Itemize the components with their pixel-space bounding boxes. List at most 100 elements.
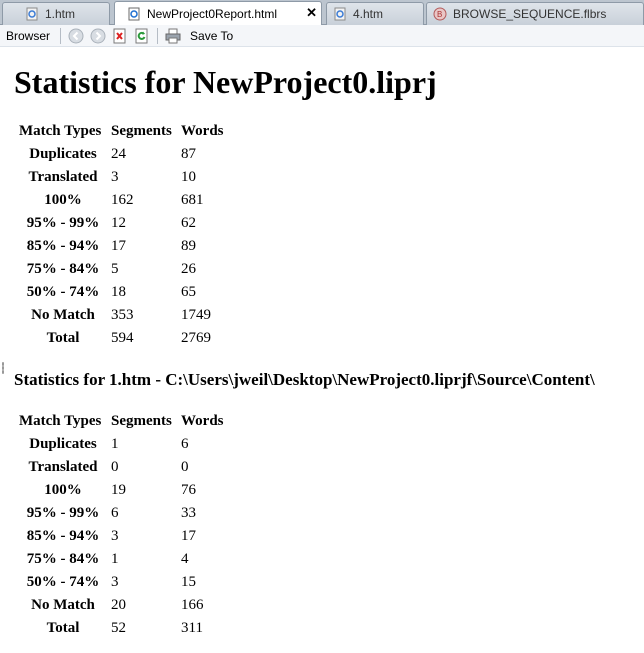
match-type-cell: 75% - 84%	[26, 261, 100, 277]
table-row: Total 594 2769	[18, 327, 232, 350]
match-type-cell: Duplicates	[29, 436, 97, 452]
forward-arrow-icon	[90, 28, 106, 43]
words-cell: 1749	[181, 307, 211, 323]
table-row: 85% - 94% 3 17	[18, 525, 232, 548]
table-row: No Match 20 166	[18, 594, 232, 617]
match-type-cell: Total	[46, 620, 80, 636]
tab-4-htm[interactable]: 4.htm	[326, 2, 424, 25]
segments-cell: 18	[111, 284, 126, 300]
svg-text:B: B	[437, 10, 442, 19]
toolbar-separator	[157, 27, 159, 44]
match-type-cell: No Match	[31, 307, 95, 323]
words-cell: 4	[181, 551, 189, 567]
tab-label: NewProject0Report.html	[147, 7, 278, 21]
refresh-button[interactable]	[134, 28, 150, 44]
table-row: Duplicates 24 87	[18, 143, 232, 166]
match-type-cell: 100%	[44, 192, 82, 208]
table-row: 100% 19 76	[18, 479, 232, 502]
tab-label: 4.htm	[353, 7, 384, 21]
tab-label: BROWSE_SEQUENCE.flbrs	[453, 7, 607, 21]
table-row: 95% - 99% 12 62	[18, 212, 232, 235]
report-content: Statistics for NewProject0.liprj Match T…	[0, 48, 644, 653]
words-cell: 0	[181, 459, 189, 475]
stop-button[interactable]	[112, 28, 128, 44]
html-document-icon	[334, 7, 346, 21]
table-row: Total 52 311	[18, 617, 232, 640]
match-type-cell: 85% - 94%	[26, 528, 100, 544]
segments-cell: 12	[111, 215, 126, 231]
words-cell: 2769	[181, 330, 211, 346]
toolbar-separator	[60, 27, 62, 44]
segments-cell: 0	[111, 459, 119, 475]
column-header-words: Words	[181, 123, 224, 139]
back-button[interactable]	[68, 28, 84, 44]
words-cell: 681	[181, 192, 204, 208]
segments-cell: 24	[111, 146, 126, 162]
splitter-grip[interactable]	[2, 362, 4, 374]
match-type-cell: 85% - 94%	[26, 238, 100, 254]
segments-cell: 3	[111, 574, 119, 590]
project-statistics-table: Match Types Segments Words Duplicates 24 8…	[16, 120, 234, 350]
segments-cell: 1	[111, 551, 119, 567]
segments-cell: 19	[111, 482, 126, 498]
segments-cell: 5	[111, 261, 119, 277]
browser-toolbar: Browser Save To	[0, 25, 644, 47]
words-cell: 87	[181, 146, 196, 162]
table-row: No Match 353 1749	[18, 304, 232, 327]
html-document-icon	[128, 7, 140, 21]
segments-cell: 353	[111, 307, 134, 323]
words-cell: 10	[181, 169, 196, 185]
refresh-icon	[135, 28, 148, 43]
document-tab-strip: 1.htm NewProject0Report.html ✕ 4.htm B B…	[0, 0, 644, 26]
segments-cell: 17	[111, 238, 126, 254]
table-row: Duplicates 1 6	[18, 433, 232, 456]
table-row: 95% - 99% 6 33	[18, 502, 232, 525]
match-type-cell: 75% - 84%	[26, 551, 100, 567]
tab-1-htm[interactable]: 1.htm	[2, 2, 110, 25]
table-row: 50% - 74% 18 65	[18, 281, 232, 304]
match-type-cell: 50% - 74%	[26, 574, 100, 590]
words-cell: 33	[181, 505, 196, 521]
back-arrow-icon	[68, 28, 84, 43]
table-row: 85% - 94% 17 89	[18, 235, 232, 258]
words-cell: 17	[181, 528, 196, 544]
file-statistics-title: Statistics for 1.htm - C:\Users\jweil\De…	[14, 370, 595, 389]
segments-cell: 162	[111, 192, 134, 208]
segments-cell: 3	[111, 528, 119, 544]
table-row: Translated 3 10	[18, 166, 232, 189]
match-type-cell: Translated	[28, 459, 98, 475]
printer-icon	[165, 28, 181, 43]
close-tab-icon[interactable]: ✕	[306, 5, 317, 20]
words-cell: 166	[181, 597, 204, 613]
print-button[interactable]	[165, 28, 181, 44]
words-cell: 26	[181, 261, 196, 277]
match-type-cell: No Match	[31, 597, 95, 613]
words-cell: 311	[181, 620, 203, 636]
tab-browse-sequence[interactable]: B BROWSE_SEQUENCE.flbrs	[426, 2, 644, 25]
browse-sequence-icon: B	[433, 7, 447, 21]
table-row: 100% 162 681	[18, 189, 232, 212]
table-row: 50% - 74% 3 15	[18, 571, 232, 594]
tab-label: 1.htm	[45, 7, 76, 21]
forward-button[interactable]	[90, 28, 106, 44]
column-header-segments: Segments	[111, 413, 172, 429]
report-title: Statistics for NewProject0.liprj	[14, 64, 437, 100]
table-header-row: Match Types Segments Words	[18, 120, 232, 143]
tab-newproject0report[interactable]: NewProject0Report.html ✕	[114, 1, 322, 26]
table-header-row: Match Types Segments Words	[18, 410, 232, 433]
match-type-cell: Translated	[28, 169, 98, 185]
html-document-icon	[26, 7, 38, 21]
save-to-button[interactable]: Save To	[190, 28, 234, 43]
words-cell: 76	[181, 482, 196, 498]
column-header-words: Words	[181, 413, 224, 429]
words-cell: 15	[181, 574, 196, 590]
column-header-match-types: Match Types	[19, 413, 102, 429]
words-cell: 6	[181, 436, 189, 452]
file-statistics-table: Match Types Segments Words Duplicates 1 6 …	[16, 410, 234, 640]
segments-cell: 6	[111, 505, 119, 521]
words-cell: 89	[181, 238, 196, 254]
browser-label: Browser	[6, 28, 51, 43]
table-row: Translated 0 0	[18, 456, 232, 479]
column-header-segments: Segments	[111, 123, 172, 139]
match-type-cell: Total	[46, 330, 80, 346]
